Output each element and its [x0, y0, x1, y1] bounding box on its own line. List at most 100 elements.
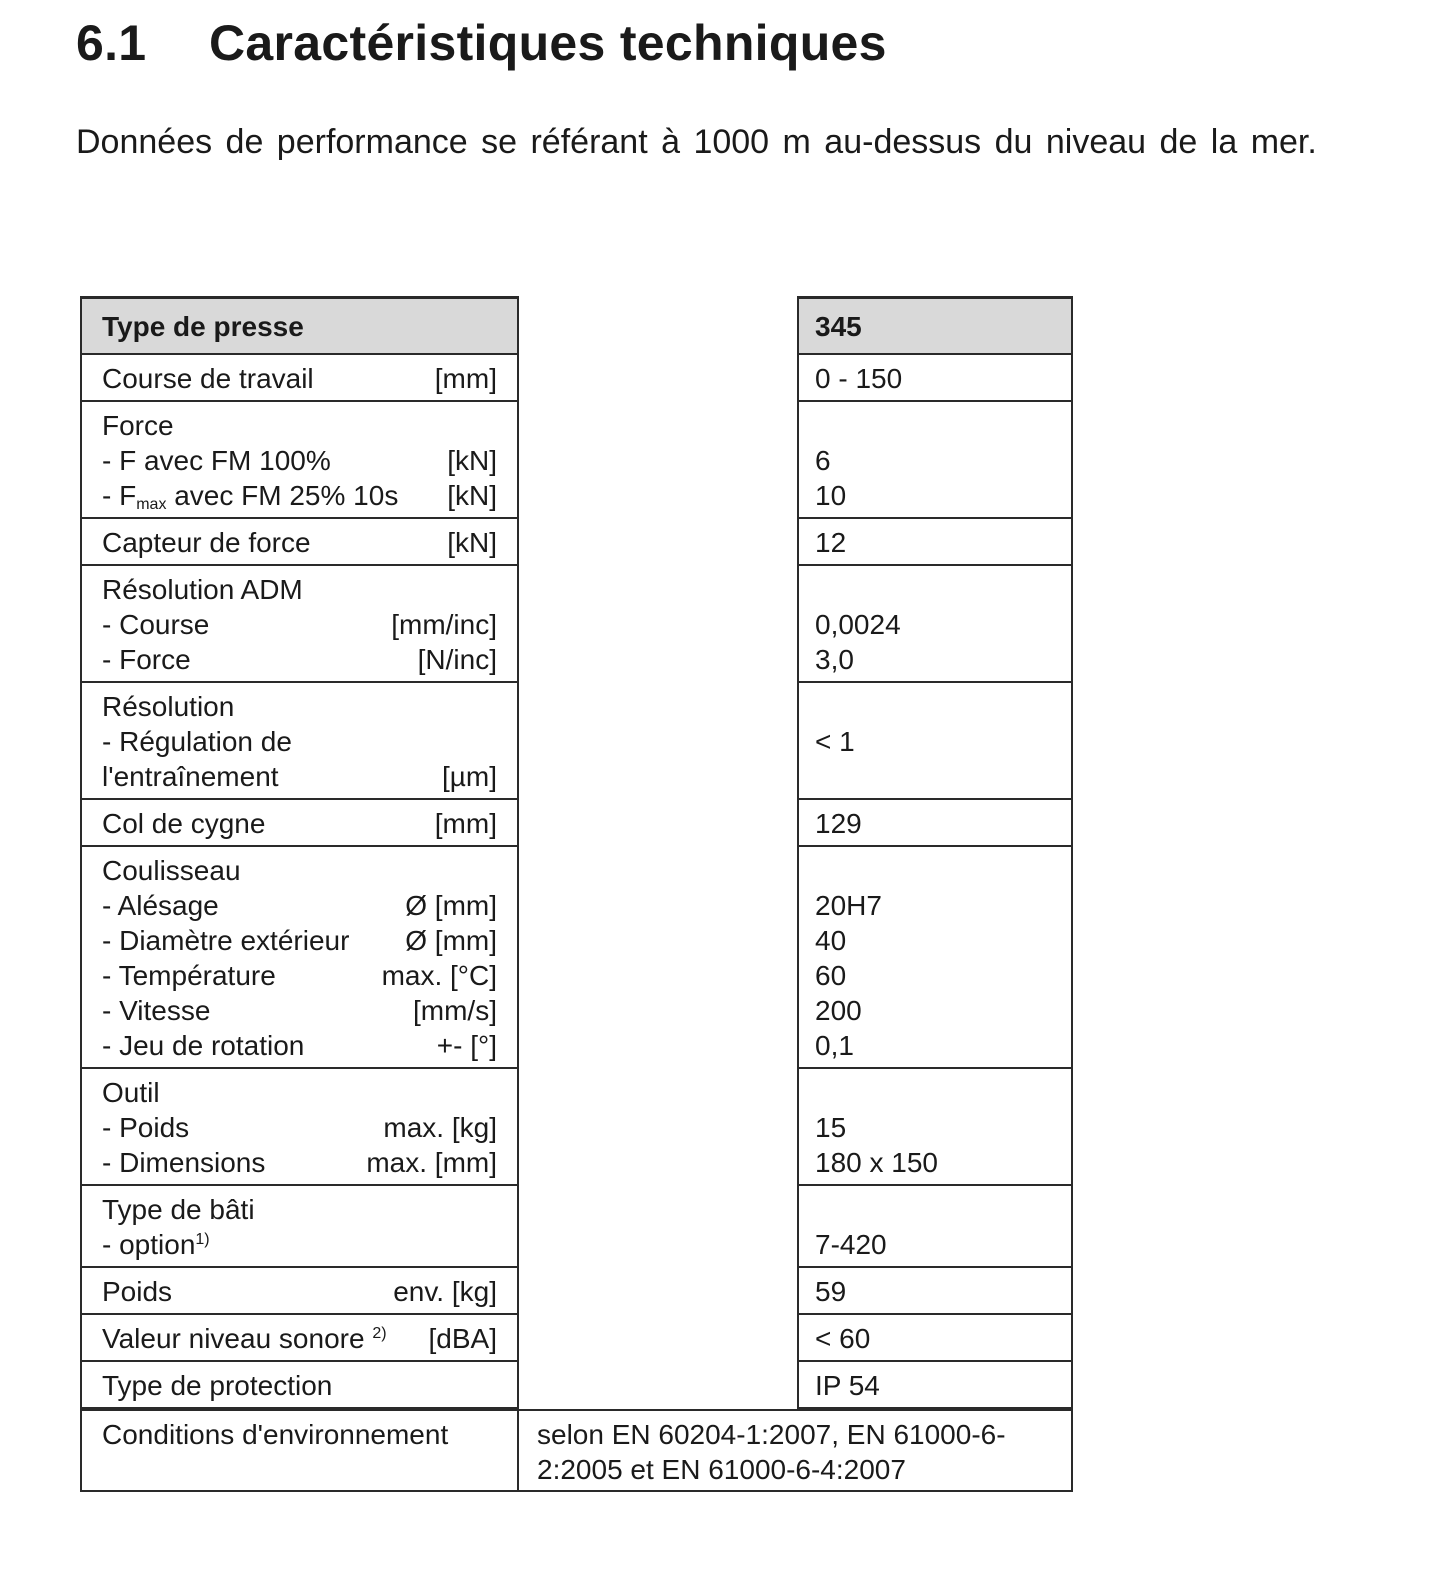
footnote-ref: 1) [195, 1231, 210, 1248]
row-label: Résolution [102, 689, 234, 724]
table-row: Type de bâti - option1) 7-420 [80, 1186, 1073, 1268]
table-row: Outil - Poids max. [kg] - Dimensions max. [m… [80, 1069, 1073, 1186]
row-label: Col de cygne [102, 806, 265, 841]
row-unit: [mm] [434, 363, 497, 394]
label-cell: Capteur de force [kN] [80, 519, 519, 566]
label-text: Force [102, 410, 174, 441]
label-text: - Jeu de rotation [102, 1030, 305, 1061]
row-label: - Force [102, 642, 191, 677]
subscript: max [136, 496, 167, 513]
value-cell: < 1 [797, 683, 1073, 800]
row-label: - Vitesse [102, 993, 210, 1028]
row-unit: [mm/s] [413, 995, 497, 1026]
label-text: Poids [102, 1276, 173, 1307]
label-text: Résolution ADM [102, 574, 303, 605]
row-unit: [kN] [447, 480, 497, 511]
row-label: Valeur niveau sonore 2) [102, 1321, 387, 1356]
value-cell: 59 [797, 1268, 1073, 1315]
label-text: Col de cygne [102, 808, 266, 839]
row-value: 0 - 150 [815, 363, 903, 394]
value-cell: 6 10 [797, 402, 1073, 519]
label-text: Résolution [102, 691, 235, 722]
label-cell: Poids env. [kg] [80, 1268, 519, 1315]
value-cell: < 60 [797, 1315, 1073, 1362]
row-label: - Alésage [102, 888, 219, 923]
value-cell: 20H7 40 60 200 0,1 [797, 847, 1073, 1069]
row-label: Course de travail [102, 361, 314, 396]
row-label: Conditions d'environnement [102, 1419, 449, 1450]
row-value: 7-420 [815, 1229, 887, 1260]
row-value: 6 [815, 445, 831, 476]
label-text: Capteur de force [102, 527, 311, 558]
label-text: - Poids [102, 1112, 190, 1143]
row-value: 0,1 [815, 1030, 854, 1061]
label-text: - Vitesse [102, 995, 211, 1026]
table-row: Poids env. [kg] 59 [80, 1268, 1073, 1315]
table-row: Col de cygne [mm] 129 [80, 800, 1073, 847]
value-cell: 12 [797, 519, 1073, 566]
row-unit: +- [°] [436, 1030, 497, 1061]
row-label: - Jeu de rotation [102, 1028, 304, 1063]
table-row: Résolution ADM - Course [mm/inc] - Force [N/… [80, 566, 1073, 683]
label-text: Course de travail [102, 363, 314, 394]
label-cell: Valeur niveau sonore 2) [dBA] [80, 1315, 519, 1362]
row-value: < 1 [815, 726, 855, 757]
row-unit: [kN] [447, 445, 497, 476]
label-cell: Outil - Poids max. [kg] - Dimensions max. [m… [80, 1069, 519, 1186]
row-value: 200 [815, 995, 862, 1026]
row-value: selon EN 60204-1:2007, EN 61000-6-2:2005… [537, 1419, 1006, 1485]
label-cell: Type de protection [80, 1362, 519, 1409]
label-cell: Résolution - Régulation de l'entraînement [… [80, 683, 519, 800]
row-label: l'entraînement [102, 759, 279, 794]
row-label: Type de bâti [102, 1192, 255, 1227]
row-label: Poids [102, 1274, 172, 1309]
label-cell: Col de cygne [mm] [80, 800, 519, 847]
label-cell: Résolution ADM - Course [mm/inc] - Force [N/… [80, 566, 519, 683]
label-cell: Coulisseau - Alésage Ø [mm] - Diamètre exté… [80, 847, 519, 1069]
row-label: - Fmax avec FM 25% 10s [102, 478, 398, 513]
label-text: Coulisseau [102, 855, 241, 886]
value-cell: IP 54 [797, 1362, 1073, 1409]
row-label: - Dimensions [102, 1145, 265, 1180]
section-number: 6.1 [76, 15, 147, 71]
table-row: Coulisseau - Alésage Ø [mm] - Diamètre exté… [80, 847, 1073, 1069]
table-row: Valeur niveau sonore 2) [dBA] < 60 [80, 1315, 1073, 1362]
row-value: 40 [815, 925, 847, 956]
row-value: 15 [815, 1112, 847, 1143]
row-unit: [kN] [447, 527, 497, 558]
intro-paragraph: Données de performance se référant à 100… [76, 123, 1317, 161]
label-text: - Régulation de [102, 726, 292, 757]
row-unit: env. [kg] [393, 1276, 497, 1307]
row-label: Résolution ADM [102, 572, 303, 607]
row-value: 20H7 [815, 890, 882, 921]
row-unit: [mm/inc] [391, 609, 497, 640]
row-label: Force [102, 408, 174, 443]
footnote-ref: 2) [372, 1325, 387, 1342]
section-heading: 6.1 Caractéristiques techniques [76, 14, 887, 72]
row-unit: max. [kg] [383, 1112, 497, 1143]
row-unit: max. [°C] [381, 960, 497, 991]
row-value: 12 [815, 527, 847, 558]
label-text: Valeur niveau sonore [102, 1323, 373, 1354]
label-text: Type de protection [102, 1370, 333, 1401]
value-cell: 0 - 150 [797, 355, 1073, 402]
label-text: - Diamètre extérieur [102, 925, 350, 956]
table-header-row: Type de presse 345 [80, 296, 1073, 355]
row-label: - option1) [102, 1227, 210, 1262]
row-value: 0,0024 [815, 609, 901, 640]
table-row: Force - F avec FM 100% [kN] - Fmax avec FM … [80, 402, 1073, 519]
row-label: Type de protection [102, 1368, 332, 1403]
table-row: Type de protection IP 54 [80, 1362, 1073, 1409]
label-text: Outil [102, 1077, 160, 1108]
value-cell-wide: selon EN 60204-1:2007, EN 61000-6-2:2005… [517, 1409, 1073, 1492]
value-cell: 129 [797, 800, 1073, 847]
row-unit: max. [mm] [366, 1147, 497, 1178]
label-text: - Dimensions [102, 1147, 266, 1178]
row-unit: [N/inc] [417, 644, 497, 675]
label-cell: Course de travail [mm] [80, 355, 519, 402]
label-text: - F [102, 480, 137, 511]
label-cell: Conditions d'environnement [80, 1409, 519, 1492]
row-value: 3,0 [815, 644, 854, 675]
label-text: - F avec FM 100% [102, 445, 331, 476]
section-title: Caractéristiques techniques [209, 15, 887, 71]
